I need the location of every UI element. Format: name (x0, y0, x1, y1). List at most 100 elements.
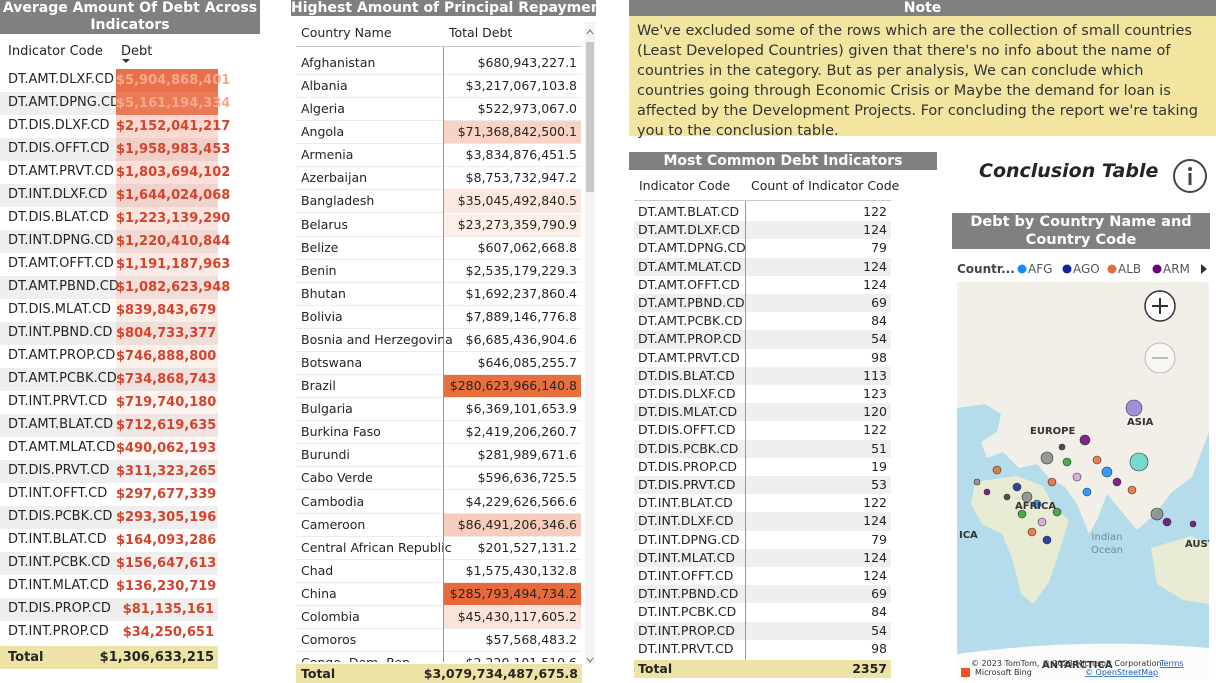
country-cell: Belize (301, 239, 339, 255)
indicator-cell: DT.INT.PRVT.CD (638, 640, 734, 656)
debt-cell: $201,527,131.2 (477, 539, 577, 555)
debt-cell: $45,430,117,605.2 (444, 605, 581, 628)
indicator-cell: DT.DIS.BLAT.CD (638, 367, 735, 383)
table-row: DT.AMT.DLXF.CD 124 (634, 221, 891, 240)
legend-marker (1062, 264, 1072, 274)
table-row: DT.INT.MLAT.CD 124 (634, 548, 891, 567)
indicator-cell: DT.AMT.PCBK.CD (8, 371, 117, 386)
count-cell: 124 (863, 258, 887, 274)
debt-cell: $164,093,286 (116, 533, 217, 548)
table-row: DT.AMT.DLXF.CD $5,904,868,401 (0, 69, 230, 92)
map-bubble (1079, 434, 1091, 446)
legend-next[interactable] (1200, 263, 1208, 275)
map-bubble (1052, 507, 1062, 517)
count-cell: 124 (863, 276, 887, 292)
map-bubble (1125, 399, 1143, 417)
table-row: DT.INT.DLXF.CD 124 (634, 512, 891, 531)
total-label: Total (638, 661, 673, 676)
country-cell: Brazil (301, 378, 336, 394)
map-bubble (1062, 457, 1072, 467)
debt-cell: $136,230,719 (116, 579, 217, 594)
map-bubble (1003, 493, 1011, 501)
count-cell: 69 (871, 586, 887, 602)
table-row: Benin $2,535,179,229.3 (296, 260, 582, 283)
legend-marker (1152, 264, 1162, 274)
country-cell: Burundi (301, 447, 350, 463)
indicator-cell: DT.AMT.PRVT.CD (638, 349, 740, 365)
zoom-in[interactable] (1144, 290, 1176, 322)
debt-cell: $293,305,196 (116, 510, 217, 525)
indicator-cell: DT.INT.DPNG.CD (8, 233, 114, 248)
info-button[interactable] (1172, 158, 1208, 194)
debt-cell: $34,250,651 (122, 625, 214, 640)
total-row: Total $1,306,633,215 (0, 646, 218, 669)
debt-cell: $311,323,265 (116, 464, 217, 479)
legend-label: AGO (1073, 262, 1100, 276)
country-cell: Angola (301, 124, 345, 140)
count-cell: 79 (871, 531, 887, 547)
sort-arrow (122, 59, 130, 63)
indicator-cell: DT.INT.OFFT.CD (8, 486, 108, 501)
legend-label: ALB (1118, 262, 1142, 276)
table-row: DT.AMT.PBND.CD 69 (634, 294, 891, 313)
indicator-cell: DT.INT.PROP.CD (8, 624, 109, 639)
legend-marker (1017, 264, 1027, 274)
table-row: DT.DIS.PRVT.CD $311,323,265 (0, 460, 218, 483)
count-cell: 51 (871, 440, 887, 456)
map-bubble (1101, 466, 1113, 478)
map-bubble (1189, 520, 1197, 528)
debt-cell: $57,568,483.2 (485, 632, 577, 647)
debt-cell: $2,152,041,217 (116, 115, 230, 138)
zoom-out[interactable] (1144, 342, 1176, 374)
indicator-cell: DT.DIS.PROP.CD (8, 601, 111, 616)
table-row: DT.AMT.PCBK.CD $734,868,743 (0, 368, 218, 391)
land (957, 282, 1209, 534)
legend-dot (1107, 264, 1117, 274)
table-row: Congo, Dem. Rep. $2,220,101,510.6 (296, 652, 582, 662)
indicator-cell: DT.AMT.PROP.CD (638, 331, 742, 347)
info-bar (1188, 173, 1192, 185)
debt-cell: $2,535,179,229.3 (465, 262, 577, 278)
info-dot (1188, 167, 1192, 171)
indicator-cell: DT.DIS.OFFT.CD (638, 422, 736, 438)
table-row: Bolivia $7,889,146,776.8 (296, 306, 582, 329)
indicator-cell: DT.DIS.DLXF.CD (638, 386, 736, 401)
country-cell: Chad (301, 562, 334, 578)
indicator-cell: DT.AMT.OFFT.CD (8, 256, 114, 271)
map-attribution: Microsoft Bing (975, 668, 1032, 677)
indicator-cell: DT.DIS.PRVT.CD (8, 463, 110, 478)
count-cell: 122 (863, 204, 887, 219)
column-header: Indicator Code (8, 44, 103, 59)
count-cell: 84 (871, 313, 887, 329)
land (1151, 536, 1209, 604)
table-row: DT.DIS.PCBK.CD 51 (634, 439, 891, 458)
country-cell: Afghanistan (301, 55, 376, 70)
table-row: Armenia $3,834,876,451.5 (296, 144, 582, 168)
table-row: DT.INT.DPNG.CD $1,220,410,844 (0, 230, 230, 253)
map-bubble (1127, 485, 1137, 495)
indicator-cell: DT.AMT.MLAT.CD (8, 440, 116, 455)
table-row: DT.AMT.OFFT.CD 124 (634, 275, 891, 294)
debt-cell: $280,623,966,140.8 (444, 375, 581, 398)
table-row: DT.DIS.MLAT.CD 120 (634, 403, 891, 422)
country-cell: Congo, Dem. Rep. (301, 652, 414, 662)
country-cell: Central African Republic (301, 539, 452, 555)
legend-label: ARM (1163, 262, 1190, 276)
scroll-thumb (586, 42, 594, 192)
debt-cell: $1,191,187,963 (116, 253, 230, 276)
map-bubble (1027, 527, 1037, 537)
map-bubble (983, 488, 991, 496)
country-cell: Comoros (301, 632, 357, 647)
table-title: Most Common Debt Indicators (629, 152, 937, 170)
conclusion-title: Conclusion Table (979, 160, 1159, 182)
table-row: DT.AMT.BLAT.CD $712,619,635 (0, 414, 218, 437)
table-row: Afghanistan $680,943,227.1 (296, 52, 582, 75)
total-value: $3,079,734,487,675.8 (423, 666, 578, 681)
debt-cell: $1,082,623,948 (116, 276, 230, 299)
land (971, 476, 1069, 604)
country-cell: Cameroon (301, 516, 366, 532)
country-cell: Albania (301, 78, 348, 94)
table-row: Burkina Faso $2,419,206,260.7 (296, 421, 582, 445)
table-row: DT.INT.PBND.CD 69 (634, 585, 891, 604)
